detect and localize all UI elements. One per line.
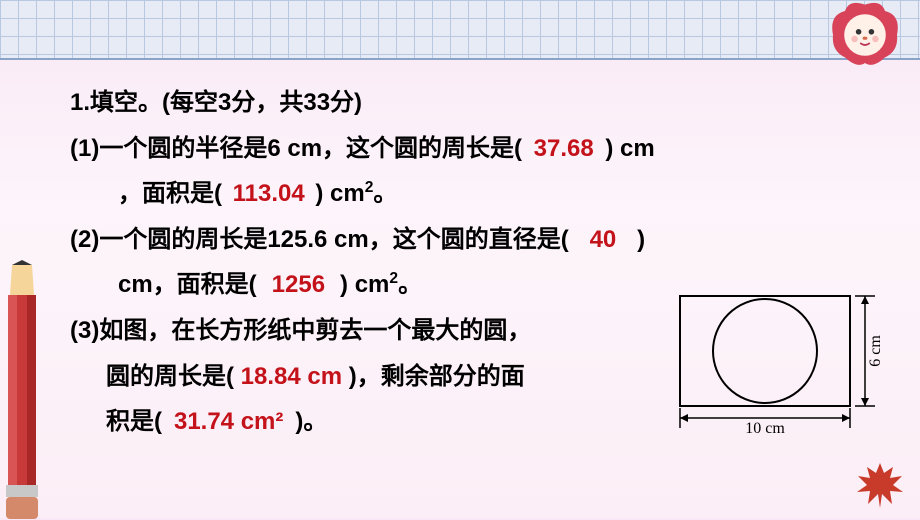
q1-l2-post-b: 。	[373, 180, 397, 207]
q1-l2-post-a: ) cm	[315, 180, 364, 207]
q3-ans-remain: 31.74 cm²	[169, 399, 289, 445]
maple-leaf-icon	[855, 460, 905, 510]
top-grid-band	[0, 0, 920, 60]
q3-l3-pre: 积是(	[106, 408, 162, 435]
figure-rect	[680, 296, 850, 406]
q1-line2: ，面积是( 113.04 ) cm2。	[70, 171, 880, 217]
q2-l2-post-b: 。	[398, 271, 422, 298]
q2-l1-pre: (2)一个圆的周长是125.6 cm，这个圆的直径是(	[70, 226, 569, 253]
figure-circle	[713, 299, 817, 403]
q3-l2-post: )，剩余部分的面	[349, 363, 525, 390]
q2-l2-post-a: ) cm	[340, 271, 389, 298]
title-text: 1.填空。(每空3分，共33分)	[70, 89, 362, 116]
pencil-decoration	[0, 260, 60, 520]
q3-l3-post: )。	[295, 408, 327, 435]
q2-line1: (2)一个圆的周长是125.6 cm，这个圆的直径是( 40 )	[70, 217, 880, 263]
q1-l1-post: ) cm	[605, 135, 654, 162]
q3-l2-pre: 圆的周长是(	[106, 363, 234, 390]
q1-ans-area: 113.04	[229, 171, 309, 217]
q1-l2-pre: ，面积是(	[118, 180, 222, 207]
figure-width-label: 10 cm	[745, 420, 785, 436]
q1-l1-pre: (1)一个圆的半径是6 cm，这个圆的周长是(	[70, 135, 522, 162]
q2-l1-post: )	[637, 226, 645, 253]
q1-ans-perimeter: 37.68	[529, 126, 599, 172]
q3-l1: (3)如图，在长方形纸中剪去一个最大的圆，	[70, 317, 531, 344]
figure-height-label: 6 cm	[867, 335, 884, 367]
q2-l2-pre: cm，面积是(	[118, 271, 257, 298]
q3-figure: 10 cm 6 cm	[670, 286, 890, 436]
q1-line1: (1)一个圆的半径是6 cm，这个圆的周长是( 37.68 ) cm	[70, 126, 880, 172]
q2-ans-diameter: 40	[575, 217, 630, 263]
q2-ans-area: 1256	[263, 262, 333, 308]
sup-2b: 2	[389, 270, 398, 287]
mascot-icon	[825, 0, 905, 75]
q3-ans-perimeter: 18.84 cm	[241, 354, 342, 400]
title-line: 1.填空。(每空3分，共33分)	[70, 80, 880, 126]
